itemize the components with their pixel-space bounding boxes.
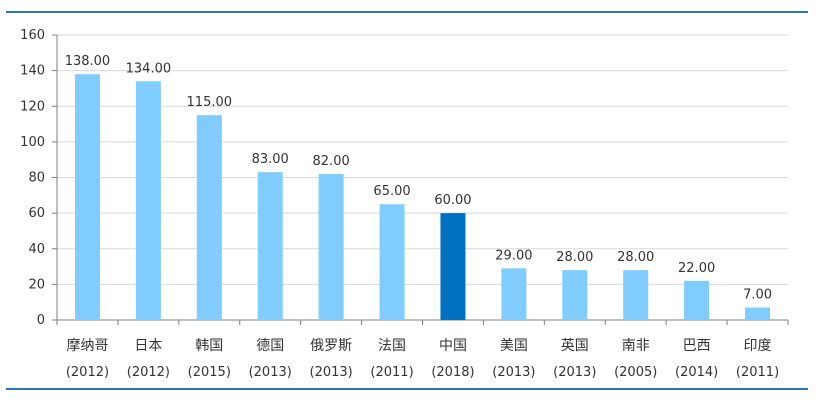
x-year-label: (2005) — [614, 365, 657, 380]
x-year-label: (2013) — [310, 365, 353, 380]
x-category-label: 俄罗斯 — [310, 338, 352, 354]
x-category-label: 印度 — [744, 338, 772, 354]
x-year-label: (2018) — [431, 365, 474, 380]
x-year-label: (2011) — [736, 365, 779, 380]
x-category-label: 南非 — [622, 338, 650, 354]
x-year-label: (2013) — [553, 365, 596, 380]
x-year-label: (2015) — [188, 365, 231, 380]
bar — [501, 268, 527, 320]
bar — [684, 280, 710, 320]
bar — [74, 74, 100, 320]
x-year-label: (2012) — [66, 365, 109, 380]
data-label: 138.00 — [65, 54, 111, 69]
x-year-label: (2014) — [675, 365, 718, 380]
data-label: 83.00 — [252, 152, 289, 167]
x-category-label: 摩纳哥 — [66, 337, 108, 354]
x-year-label: (2011) — [370, 365, 413, 380]
y-tick-label: 0 — [37, 313, 45, 328]
bar — [135, 81, 161, 320]
y-tick-label: 20 — [28, 277, 45, 292]
data-label: 65.00 — [373, 184, 410, 199]
x-category-label: 英国 — [561, 337, 589, 354]
x-category-label: 巴西 — [683, 338, 711, 354]
data-label: 29.00 — [495, 248, 532, 263]
bar — [623, 270, 649, 320]
x-year-label: (2013) — [492, 365, 535, 380]
x-year-label: (2013) — [249, 365, 292, 380]
y-tick-label: 160 — [20, 28, 45, 43]
y-tick-label: 140 — [20, 64, 45, 79]
bottom-border-line — [6, 388, 808, 390]
bar — [562, 270, 588, 320]
x-category-label: 美国 — [500, 338, 528, 354]
data-label: 22.00 — [678, 261, 715, 276]
y-tick-label: 60 — [28, 206, 45, 221]
y-tick-label: 100 — [20, 135, 45, 150]
y-tick-label: 120 — [20, 99, 45, 114]
bar — [257, 172, 283, 320]
x-category-label: 中国 — [439, 338, 467, 354]
bar — [440, 213, 466, 320]
data-label: 82.00 — [313, 154, 350, 169]
data-label: 134.00 — [126, 61, 172, 76]
bar — [196, 115, 222, 320]
x-category-label: 法国 — [378, 338, 406, 354]
x-year-label: (2012) — [127, 365, 170, 380]
top-border-line — [6, 11, 808, 13]
data-label: 60.00 — [434, 193, 471, 208]
x-category-label: 德国 — [256, 338, 284, 354]
y-tick-label: 80 — [28, 171, 45, 186]
y-tick-label: 40 — [28, 242, 45, 257]
data-label: 115.00 — [187, 95, 233, 110]
data-label: 28.00 — [617, 250, 654, 265]
x-category-label: 韩国 — [195, 338, 223, 354]
data-label: 28.00 — [556, 250, 593, 265]
x-category-label: 日本 — [134, 338, 162, 354]
bar — [379, 204, 405, 320]
bar — [745, 307, 771, 320]
data-label: 7.00 — [743, 288, 772, 303]
bar — [318, 173, 344, 320]
